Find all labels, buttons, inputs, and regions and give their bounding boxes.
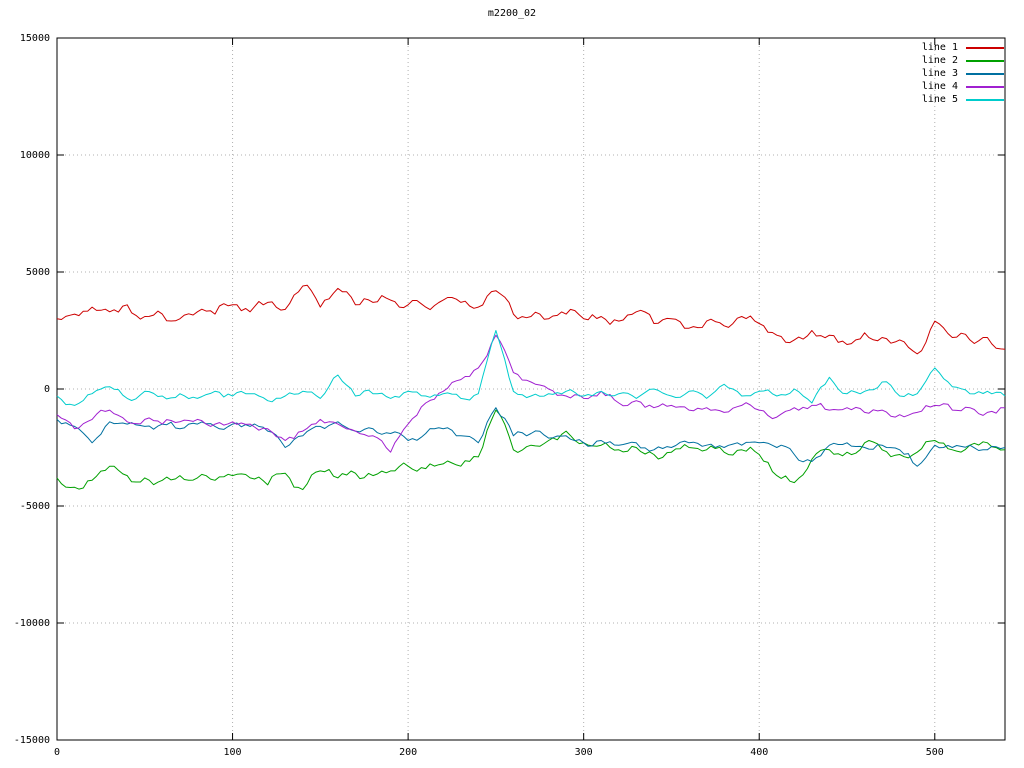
y-tick-label: -10000 bbox=[14, 618, 50, 629]
legend-label: line 4 bbox=[921, 81, 958, 92]
legend: line 1 line 2 line 3 line 4 line 5 bbox=[922, 42, 1004, 105]
legend-label: line 5 bbox=[921, 94, 958, 105]
legend-entry-line-3: line 3 bbox=[922, 68, 1004, 79]
plot-border bbox=[56, 37, 1006, 741]
series-line-5 bbox=[56, 330, 1006, 406]
series-line-3 bbox=[56, 407, 1006, 467]
y-tick-label: 15000 bbox=[20, 33, 50, 44]
legend-entry-line-5: line 5 bbox=[922, 94, 1004, 105]
legend-line-swatch bbox=[966, 98, 1004, 101]
x-tick-label: 400 bbox=[750, 747, 768, 758]
legend-entry-line-4: line 4 bbox=[922, 81, 1004, 92]
series-line-2 bbox=[56, 409, 1006, 491]
y-tick-label: 10000 bbox=[20, 150, 50, 161]
chart-title: m2200_02 bbox=[487, 8, 537, 19]
legend-line-swatch bbox=[966, 85, 1004, 88]
y-tick-label: 5000 bbox=[26, 267, 50, 278]
legend-label: line 2 bbox=[921, 55, 958, 66]
x-tick-label: 0 bbox=[54, 747, 60, 758]
legend-line-swatch bbox=[966, 72, 1004, 75]
legend-entry-line-2: line 2 bbox=[922, 55, 1004, 66]
x-tick-label: 500 bbox=[926, 747, 944, 758]
y-tick-label: -15000 bbox=[14, 735, 50, 746]
legend-entry-line-1: line 1 bbox=[922, 42, 1004, 53]
legend-line-swatch bbox=[966, 59, 1004, 62]
series-line-1 bbox=[56, 284, 1006, 355]
y-tick-label: 0 bbox=[44, 384, 50, 395]
y-tick-label: -5000 bbox=[20, 501, 50, 512]
legend-label: line 3 bbox=[921, 68, 958, 79]
series-line-4 bbox=[56, 334, 1006, 453]
x-tick-label: 300 bbox=[575, 747, 593, 758]
x-tick-label: 200 bbox=[399, 747, 417, 758]
legend-label: line 1 bbox=[921, 42, 958, 53]
x-tick-label: 100 bbox=[224, 747, 242, 758]
legend-line-swatch bbox=[966, 46, 1004, 49]
